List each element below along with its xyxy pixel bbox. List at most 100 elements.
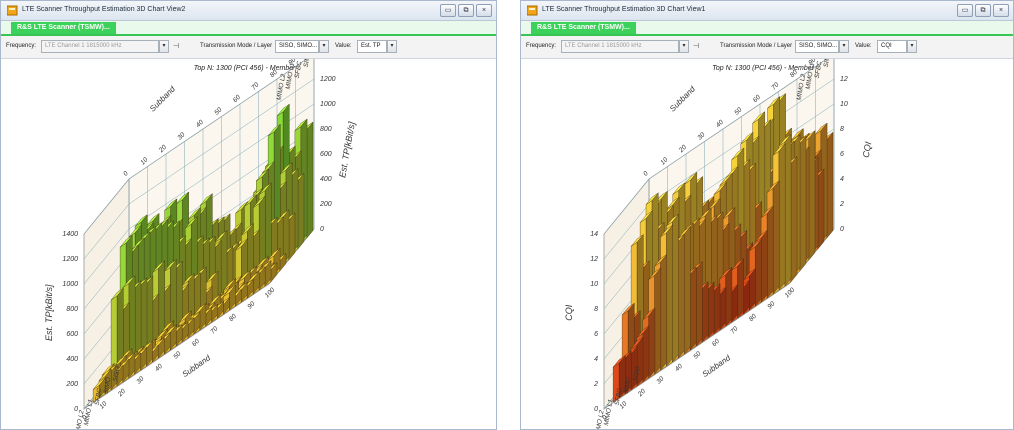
frequency-combo[interactable]: LTE Channel 1 1815000 kHz bbox=[41, 40, 159, 53]
minimize-button[interactable]: ▭ bbox=[957, 4, 973, 17]
transmission-mode-label: Transmission Mode / Layer bbox=[720, 43, 793, 49]
z-tick-label: 1000 bbox=[320, 101, 336, 108]
bar-top bbox=[740, 132, 754, 145]
y-axis-title: Subband bbox=[181, 353, 213, 379]
bar-top bbox=[258, 182, 272, 195]
bar-top bbox=[98, 368, 112, 381]
transmission-mode-combo[interactable]: SISO, SIMO... bbox=[795, 40, 839, 53]
mode-label: MIMO L2 bbox=[796, 73, 808, 101]
z-tick-label: 4 bbox=[594, 356, 598, 363]
z-tick-label: 0 bbox=[320, 226, 324, 233]
close-button[interactable]: × bbox=[993, 4, 1009, 17]
bar-side bbox=[737, 258, 744, 319]
value-combo[interactable]: Est. TP bbox=[357, 40, 387, 53]
z-tick-label: 1400 bbox=[62, 231, 78, 238]
x-tick-label: 0 bbox=[122, 170, 130, 178]
bar-top bbox=[155, 328, 168, 341]
x-tick-label: 50 bbox=[692, 350, 702, 360]
gridline bbox=[603, 203, 650, 260]
bar-top bbox=[660, 224, 673, 237]
z-tick-label: 2 bbox=[593, 381, 598, 388]
app-icon bbox=[7, 5, 18, 16]
bar-top bbox=[731, 147, 745, 160]
bar-top bbox=[684, 172, 697, 185]
bar-side bbox=[760, 229, 768, 303]
bar-top bbox=[276, 104, 290, 117]
value-combo[interactable]: CQI bbox=[877, 40, 907, 53]
z-tick-label: 12 bbox=[590, 256, 598, 263]
x-tick-label: 30 bbox=[696, 131, 706, 141]
x-tick-label: 10 bbox=[98, 400, 108, 410]
toolbar: Frequency: LTE Channel 1 1815000 kHz ▾ ⊣… bbox=[1, 36, 496, 59]
frequency-dropdown-icon[interactable]: ▾ bbox=[159, 40, 169, 53]
tab-rs-lte-scanner[interactable]: R&S LTE Scanner (TSMW)... bbox=[11, 22, 116, 34]
z-tick-label: 0 bbox=[594, 406, 598, 413]
value-label: Value: bbox=[855, 43, 872, 49]
bar-top bbox=[654, 254, 667, 267]
transmission-mode-dropdown-icon[interactable]: ▾ bbox=[319, 40, 329, 53]
bar-top bbox=[176, 191, 189, 204]
pin-icon[interactable]: ⊣ bbox=[693, 43, 700, 50]
bar-top bbox=[630, 336, 644, 349]
pin-icon[interactable]: ⊣ bbox=[173, 43, 180, 50]
close-button[interactable]: × bbox=[476, 4, 492, 17]
mode-label: SIMO bbox=[623, 377, 633, 395]
gridline bbox=[128, 78, 315, 205]
z-tick-label: 14 bbox=[590, 231, 598, 238]
gridline bbox=[83, 178, 130, 235]
transmission-mode-dropdown-icon[interactable]: ▾ bbox=[839, 40, 849, 53]
x-tick-label: 40 bbox=[674, 363, 684, 373]
z-axis-title: CQI bbox=[564, 304, 574, 321]
bar-side bbox=[689, 266, 697, 351]
mode-label: MIMO L2 bbox=[74, 409, 86, 430]
restore-button[interactable]: ⧉ bbox=[458, 4, 474, 17]
mode-label: MIMO L1 bbox=[805, 62, 817, 90]
tab-rs-lte-scanner[interactable]: R&S LTE Scanner (TSMW)... bbox=[531, 22, 636, 34]
transmission-mode-label: Transmission Mode / Layer bbox=[200, 43, 273, 49]
bar-top bbox=[92, 377, 106, 390]
bar-side bbox=[683, 226, 691, 355]
gridline bbox=[648, 78, 835, 205]
bar-top bbox=[255, 256, 269, 269]
x-tick-label: 100 bbox=[784, 286, 797, 299]
y-axis-title: Subband bbox=[148, 84, 177, 113]
minimize-button[interactable]: ▭ bbox=[440, 4, 456, 17]
mode-label: SFBC bbox=[94, 387, 104, 406]
bar-top bbox=[253, 195, 266, 208]
mode-label: SFBC bbox=[294, 60, 304, 79]
restore-button[interactable]: ⧉ bbox=[975, 4, 991, 17]
bar-top bbox=[645, 192, 659, 205]
bar-top bbox=[612, 355, 626, 368]
3d-bar-chart[interactable]: 0020020040040060060080080010001000120012… bbox=[1, 59, 497, 430]
bar-top bbox=[752, 111, 765, 124]
frequency-dropdown-icon[interactable]: ▾ bbox=[679, 40, 689, 53]
bar-top bbox=[755, 230, 768, 243]
z-tick-label: 600 bbox=[66, 331, 78, 338]
app-icon bbox=[527, 5, 538, 16]
x-tick-label: 50 bbox=[733, 106, 743, 116]
value-dropdown-icon[interactable]: ▾ bbox=[907, 40, 917, 53]
z-tick-label: 600 bbox=[320, 151, 332, 158]
z-axis-title: CQI bbox=[861, 140, 874, 158]
z-tick-label: 0 bbox=[840, 226, 844, 233]
bar-side bbox=[766, 205, 774, 299]
z-tick-label: 1200 bbox=[62, 256, 78, 263]
bar-top bbox=[164, 259, 177, 272]
bar-top bbox=[719, 267, 733, 280]
bar-top bbox=[146, 213, 160, 226]
bar-top bbox=[214, 230, 228, 243]
chart-title: Top N: 1300 (PCI 456) - Member 1. bbox=[193, 65, 304, 72]
frequency-combo[interactable]: LTE Channel 1 1815000 kHz bbox=[561, 40, 679, 53]
bar-top bbox=[767, 96, 780, 109]
x-tick-label: 80 bbox=[228, 313, 238, 323]
bar-side bbox=[642, 325, 650, 383]
x-tick-label: 10 bbox=[659, 156, 669, 166]
z-tick-label: 6 bbox=[840, 151, 844, 158]
bar-top bbox=[621, 303, 635, 316]
bar-side bbox=[755, 238, 762, 307]
mode-label: SFBC bbox=[814, 60, 824, 79]
transmission-mode-combo[interactable]: SISO, SIMO... bbox=[275, 40, 319, 53]
value-dropdown-icon[interactable]: ▾ bbox=[387, 40, 397, 53]
3d-bar-chart[interactable]: 0022446688101012121414001010202030304040… bbox=[521, 59, 1014, 430]
